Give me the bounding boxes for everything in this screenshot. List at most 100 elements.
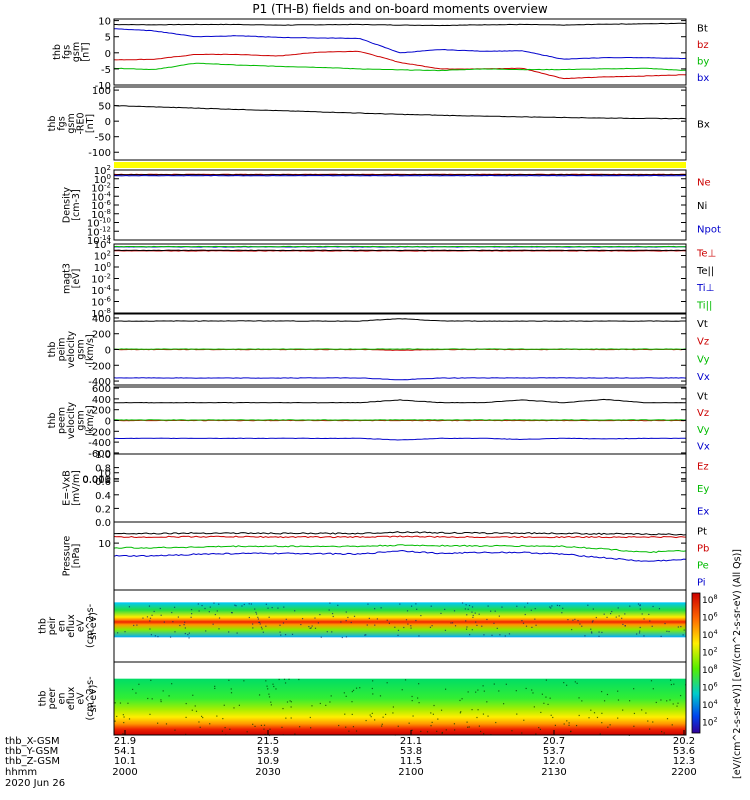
x-tick-value: 11.5 — [400, 756, 422, 767]
series-line-0-bx — [114, 28, 687, 60]
y-axis-label: fgs — [61, 45, 72, 59]
y-axis-label: [eV] — [71, 269, 82, 289]
y-tick-label: -5 — [101, 65, 111, 76]
y-tick-label: 50 — [98, 102, 111, 113]
spectrogram-band — [114, 602, 686, 638]
series-line-5-Vt — [114, 398, 687, 404]
y-tick-label: 10-14 — [87, 234, 112, 247]
y-axis-label: Pressure — [61, 536, 72, 577]
y-tick-label: 100 — [94, 173, 111, 186]
y-axis-label: Density — [61, 187, 72, 223]
y-tick-label: 102 — [94, 250, 111, 263]
y-tick-label: 10-6 — [91, 199, 111, 212]
y-tick-label: 10-6 — [91, 296, 111, 309]
y-tick-label: 100 — [94, 261, 111, 274]
legend-label: Pi — [697, 578, 706, 589]
y-tick-label: 5 — [105, 33, 111, 44]
y-axis-label: (cm^2-s- — [85, 677, 96, 721]
panel-7: Ez Ey Ex 1.0 0.8 0.6 0.4 0.2 0.0 E=-VxB[mV/m] — [61, 450, 709, 529]
y-tick-label: 0.4 — [95, 491, 111, 502]
y-tick-label: 10-8 — [91, 208, 111, 221]
y-tick-label: -10 — [95, 81, 111, 92]
y-tick-label: 200 — [92, 330, 111, 341]
x-tick-value: 53.9 — [257, 746, 279, 757]
legend-label: Vy — [697, 425, 710, 436]
legend-label: Ez — [697, 461, 709, 472]
legend-label: Vt — [697, 319, 708, 330]
x-tick-value: 53.6 — [673, 746, 695, 757]
figure-title: P1 (TH-B) fields and on-board moments ov… — [252, 2, 548, 16]
series-line-0-bz — [113, 50, 687, 80]
y-axis-label: thb — [47, 342, 58, 358]
y-axis-label: thb — [38, 691, 49, 707]
y-tick-label: 0.2 — [95, 504, 111, 515]
series-line-4-Vx — [113, 377, 687, 381]
y-tick-label: 0 — [105, 49, 111, 60]
x-row-label: thb_X-GSM — [5, 736, 60, 747]
y-tick-label: 0.6 — [95, 477, 111, 488]
y-tick-label: 10-4 — [91, 190, 111, 203]
x-row-label: hhmm — [5, 767, 37, 778]
series-line-7-Pb — [113, 535, 687, 539]
y-axis-label: [nT] — [80, 42, 91, 61]
panel-3: Ne Ni Npot 10210010-210-410-610-810-1010-12… — [61, 164, 721, 247]
legend-label: Npot — [697, 224, 721, 235]
x-row-label: thb_Z-GSM — [5, 756, 60, 767]
x-tick-value: 20.7 — [543, 736, 565, 747]
x-tick-value: 2200 — [671, 767, 696, 778]
legend-label: Vx — [697, 372, 710, 383]
legend-label: by — [697, 56, 709, 67]
y-axis-label: thb — [38, 618, 49, 634]
y-tick-label: 0.001 — [82, 475, 111, 486]
y-axis-label: peem — [57, 407, 68, 434]
y-tick-label: 0 — [105, 417, 111, 428]
y-tick-label: 400 — [92, 395, 111, 406]
colorbar-tick: 106 — [702, 611, 718, 624]
legend-label: Ne — [697, 178, 711, 189]
legend-label: Te⊥ — [696, 249, 716, 260]
x-tick-value: 53.7 — [543, 746, 565, 757]
y-tick-label: 600 — [92, 384, 111, 395]
legend-label: Vz — [697, 337, 709, 348]
y-tick-label: -400 — [88, 438, 111, 449]
y-axis-label: [nT] — [85, 114, 96, 133]
spectrogram-band — [114, 678, 686, 735]
y-axis-label: eflux — [66, 614, 77, 638]
y-axis-label: en — [57, 620, 68, 632]
y-tick-label: 10 — [98, 539, 111, 550]
y-axis-label: peir — [47, 617, 58, 636]
x-tick-value: 2000 — [112, 767, 137, 778]
colorbar: 108 106 104 102 108 106 104 102 [eV/(cm^2-s-sr-e… — [691, 549, 743, 779]
y-axis-label: gsm — [71, 42, 82, 62]
y-axis-label: peim — [57, 338, 68, 362]
y-axis-label: sr-eV) — [88, 612, 99, 640]
y-tick-label: 10 — [98, 469, 111, 480]
y-axis-label: en — [57, 693, 68, 705]
series-line-7-Pe — [113, 544, 687, 554]
legend-label: Vz — [697, 408, 709, 419]
y-axis-label: [cm-3] — [71, 189, 82, 220]
x-tick-value: 2130 — [541, 767, 566, 778]
series-line-7-Pi — [113, 549, 687, 562]
y-tick-label: 400 — [92, 314, 111, 325]
legend-label: Ni — [697, 201, 707, 212]
y-axis-label: gsm — [76, 339, 87, 359]
y-axis-label: thb — [52, 44, 63, 60]
y-tick-label: 0.0 — [95, 518, 111, 529]
y-axis-label: eV — [76, 692, 87, 705]
x-tick-value: 2100 — [398, 767, 423, 778]
y-tick-label: -50 — [95, 133, 111, 144]
y-tick-label: -200 — [88, 427, 111, 438]
x-tick-value: 12.3 — [673, 756, 695, 767]
panel-9: 10000100010010thbpeirenefluxeV(cm^2-s-sr… — [38, 469, 687, 663]
y-axis-label: gsm — [66, 113, 77, 133]
y-tick-label: 0 — [105, 346, 111, 357]
legend-label: Pt — [697, 527, 707, 538]
legend-label: Ey — [697, 484, 709, 495]
y-tick-label: 104 — [94, 238, 112, 251]
